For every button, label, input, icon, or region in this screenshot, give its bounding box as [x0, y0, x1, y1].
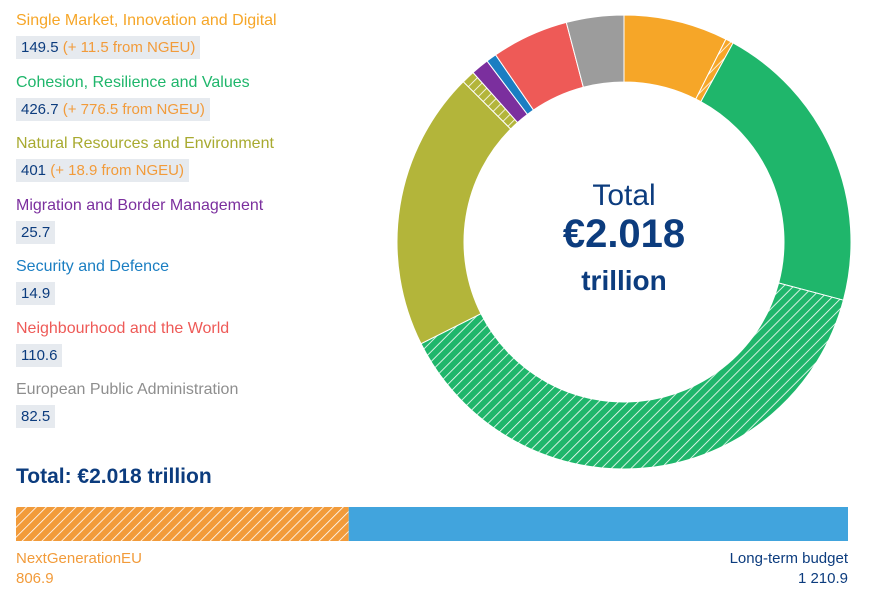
legend: Single Market, Innovation and Digital 14… — [16, 10, 316, 441]
donut-slice-hatch-1-ngeu — [421, 283, 844, 469]
center-total-value: €2.018 — [563, 212, 685, 256]
legend-value: 14.9 — [16, 282, 56, 305]
ngeu-name: NextGenerationEU — [16, 550, 142, 567]
donut-slice-6-base — [565, 14, 625, 88]
legend-item-migration: Migration and Border Management 25.7 — [16, 195, 316, 257]
legend-item-neighbourhood: Neighbourhood and the World 110.6 — [16, 318, 316, 380]
legend-label: Natural Resources and Environment — [16, 135, 274, 152]
bar-segment-hatch-0 — [16, 507, 349, 541]
legend-item-security: Security and Defence 14.9 — [16, 256, 316, 318]
bar-segment-1 — [348, 507, 848, 541]
mff-value: 1 210.9 — [797, 570, 848, 587]
legend-label: Neighbourhood and the World — [16, 319, 230, 337]
ngeu-value: 806.9 — [16, 570, 54, 587]
center-total-label: Total — [592, 179, 655, 212]
legend-item-single-market: Single Market, Innovation and Digital 14… — [16, 10, 316, 72]
donut-slice-hatch-2-ngeu — [463, 72, 518, 129]
donut-slice-2-base — [396, 80, 512, 345]
legend-label: Cohesion, Resilience and Values — [16, 73, 250, 91]
legend-value: 25.7 — [16, 220, 56, 244]
mff-bar-label: Long-term budget 1 210.9 — [730, 549, 848, 589]
ngeu-bar-label: NextGenerationEU 806.9 — [16, 549, 142, 589]
legend-label: Single Market, Innovation and Digital — [16, 12, 277, 29]
legend-value: 426.7 (+ 776.5 from NGEU) — [16, 97, 210, 121]
legend-label: Migration and Border Management — [16, 196, 264, 214]
budget-bar — [16, 507, 848, 541]
donut-chart: Total €2.018 trillion — [396, 14, 852, 470]
total-heading: Total: €2.018 trillion — [16, 465, 212, 488]
mff-name: Long-term budget — [729, 550, 848, 567]
legend-value: 149.5 (+ 11.5 from NGEU) — [16, 36, 201, 59]
center-total-unit: trillion — [581, 265, 667, 296]
donut-slice-1-base — [700, 42, 852, 301]
legend-label: Security and Defence — [16, 258, 169, 275]
legend-item-public-administration: European Public Administration 82.5 — [16, 379, 316, 441]
legend-value: 401 (+ 18.9 from NGEU) — [16, 159, 189, 182]
legend-item-natural-resources: Natural Resources and Environment 401 (+… — [16, 133, 316, 195]
legend-value: 110.6 — [16, 343, 63, 367]
legend-item-cohesion: Cohesion, Resilience and Values 426.7 (+… — [16, 72, 316, 134]
legend-value: 82.5 — [16, 405, 56, 428]
legend-label: European Public Administration — [16, 381, 239, 398]
donut-slice-hatch-0-ngeu — [695, 39, 734, 102]
